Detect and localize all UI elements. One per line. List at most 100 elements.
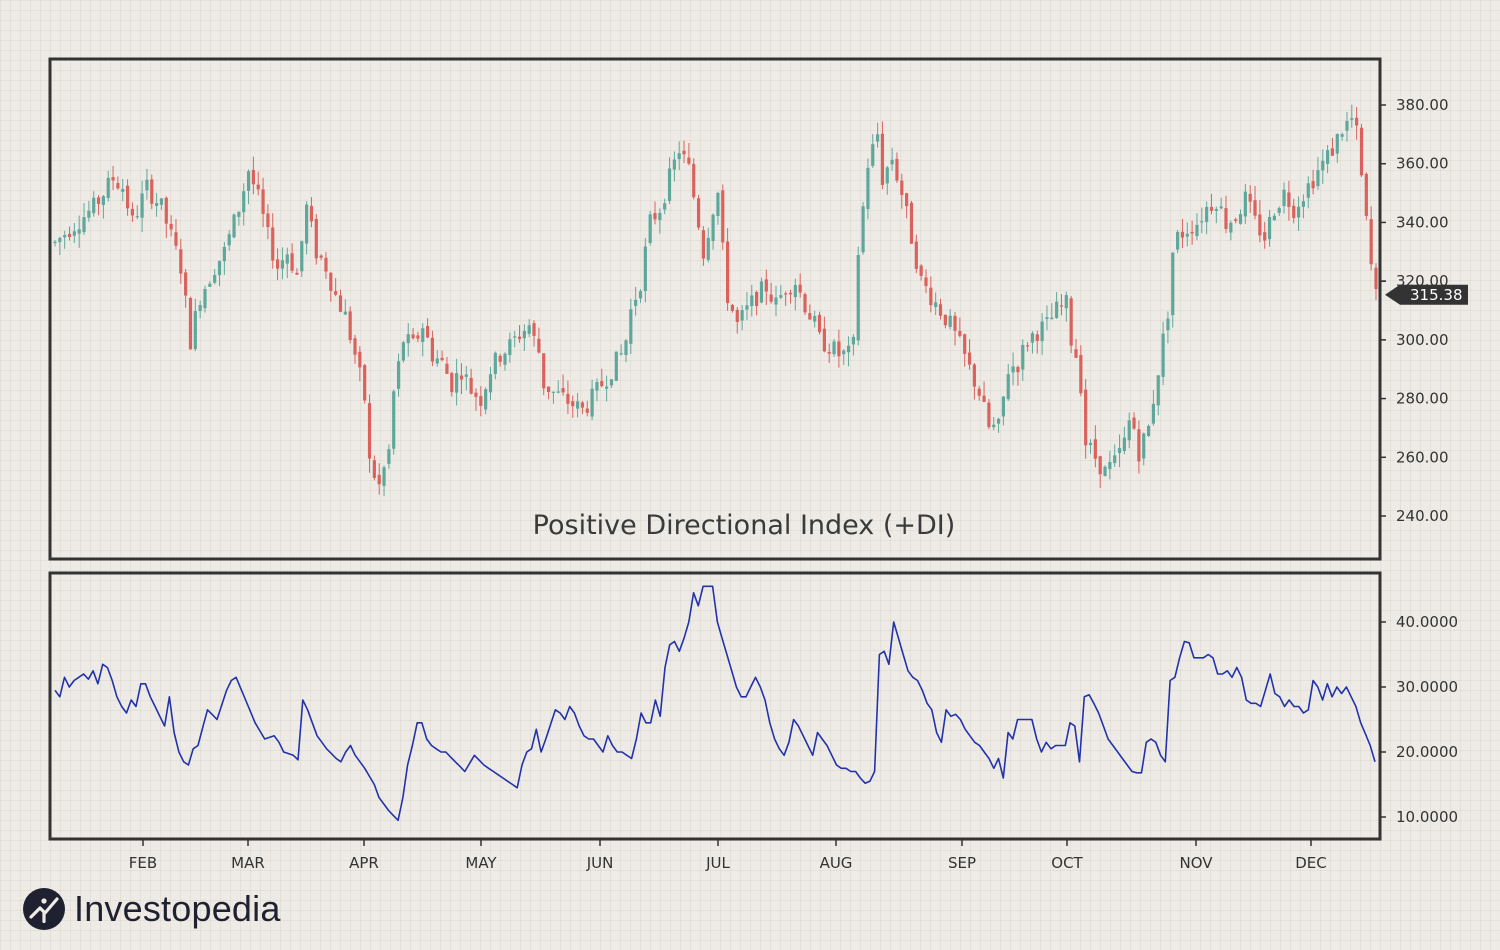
candle-body (837, 341, 841, 357)
candle-body (87, 210, 91, 218)
investopedia-logo-icon (23, 888, 65, 930)
candle-body (1316, 170, 1320, 187)
candle-body (295, 272, 299, 275)
candle-body (101, 196, 105, 205)
candle-body (1311, 181, 1315, 189)
candle-body (222, 246, 226, 262)
candle-body (92, 197, 96, 214)
candle-body (484, 389, 488, 410)
candle-body (987, 402, 991, 428)
candle-body (1190, 232, 1194, 234)
candle-body (246, 171, 251, 191)
candle-body (585, 408, 589, 413)
candle-body (856, 254, 860, 341)
candle-body (992, 424, 996, 428)
candle-body (367, 403, 372, 459)
candle-body (188, 297, 193, 350)
candle-body (416, 335, 420, 339)
candle-body (334, 291, 338, 295)
candle-body (706, 237, 710, 260)
indicator-axis: 10.0000 20.0000 30.0000 40.0000 (1380, 613, 1458, 826)
candle-body (396, 361, 401, 389)
candle-body (300, 241, 304, 272)
candle-body (421, 328, 425, 342)
candle-body (653, 213, 657, 220)
month-label: JUN (586, 854, 614, 872)
candle-body (735, 309, 739, 322)
candle-body (314, 218, 318, 259)
candle-body (309, 205, 314, 222)
candle-body (96, 197, 101, 204)
candle-body (266, 213, 270, 228)
candle-body (324, 257, 328, 272)
indicator-tick-label: 20.0000 (1396, 743, 1458, 761)
candle-body (184, 272, 188, 296)
candle-body (1272, 215, 1276, 221)
candle-body (232, 214, 236, 238)
candle-body (1326, 150, 1330, 164)
candle-body (488, 374, 493, 393)
candle-body (387, 449, 391, 464)
candle-body (740, 310, 744, 321)
plus-di-line (54, 585, 1376, 822)
candle-body (914, 241, 918, 269)
candle-body (798, 284, 802, 293)
candle-body (958, 330, 962, 336)
candle-body (822, 328, 826, 352)
candle-body (140, 193, 144, 218)
candle-body (198, 305, 202, 312)
candle-body (1263, 232, 1267, 241)
candle-body (363, 365, 367, 401)
month-label: AUG (820, 854, 853, 872)
candle-body (1006, 374, 1010, 400)
candle-body (832, 341, 836, 355)
candle-body (377, 474, 381, 485)
candle-body (851, 336, 856, 345)
candle-body (1238, 214, 1243, 224)
candle-body (1108, 462, 1112, 470)
candle-body (629, 309, 633, 344)
x-axis: FEB MAR APR MAY JUN JUL AUG SEP OCT NOV DEC (129, 839, 1327, 872)
candle-body (745, 305, 749, 310)
candle-body (1021, 344, 1025, 370)
candle-body (813, 316, 817, 322)
candle-body (464, 374, 468, 377)
candle-body (571, 401, 575, 407)
candle-body (1137, 429, 1141, 462)
candle-body (909, 202, 914, 244)
candle-body (372, 460, 376, 478)
candle-body (880, 133, 885, 185)
candle-body (546, 386, 551, 392)
candle-body (595, 382, 599, 391)
candle-body (1142, 433, 1146, 459)
candle-body (953, 315, 957, 331)
candle-body (1229, 222, 1233, 233)
candle-body (358, 351, 362, 368)
candle-body (135, 216, 139, 218)
candle-body (1064, 295, 1068, 309)
candle-body (1374, 267, 1378, 290)
candle-body (730, 304, 735, 311)
candle-body (1011, 366, 1015, 373)
candle-body (450, 373, 454, 393)
candle-body (72, 231, 76, 236)
candle-body (1205, 206, 1209, 223)
candle-body (900, 180, 904, 195)
candle-body (1224, 208, 1228, 229)
candle-body (1016, 366, 1020, 373)
candle-body (179, 249, 183, 274)
candlestick-series (53, 104, 1378, 497)
candle-body (663, 203, 667, 210)
candle-body (130, 208, 135, 216)
candle-body (967, 352, 972, 365)
candle-body (1185, 233, 1189, 237)
candle-body (1166, 318, 1170, 331)
month-label: DEC (1295, 854, 1327, 872)
candle-body (1287, 192, 1291, 207)
candle-body (1296, 206, 1301, 218)
candle-body (145, 179, 149, 191)
candle-body (1117, 447, 1122, 454)
candle-body (725, 241, 730, 304)
candle-body (609, 379, 614, 386)
candle-body (1282, 189, 1286, 207)
